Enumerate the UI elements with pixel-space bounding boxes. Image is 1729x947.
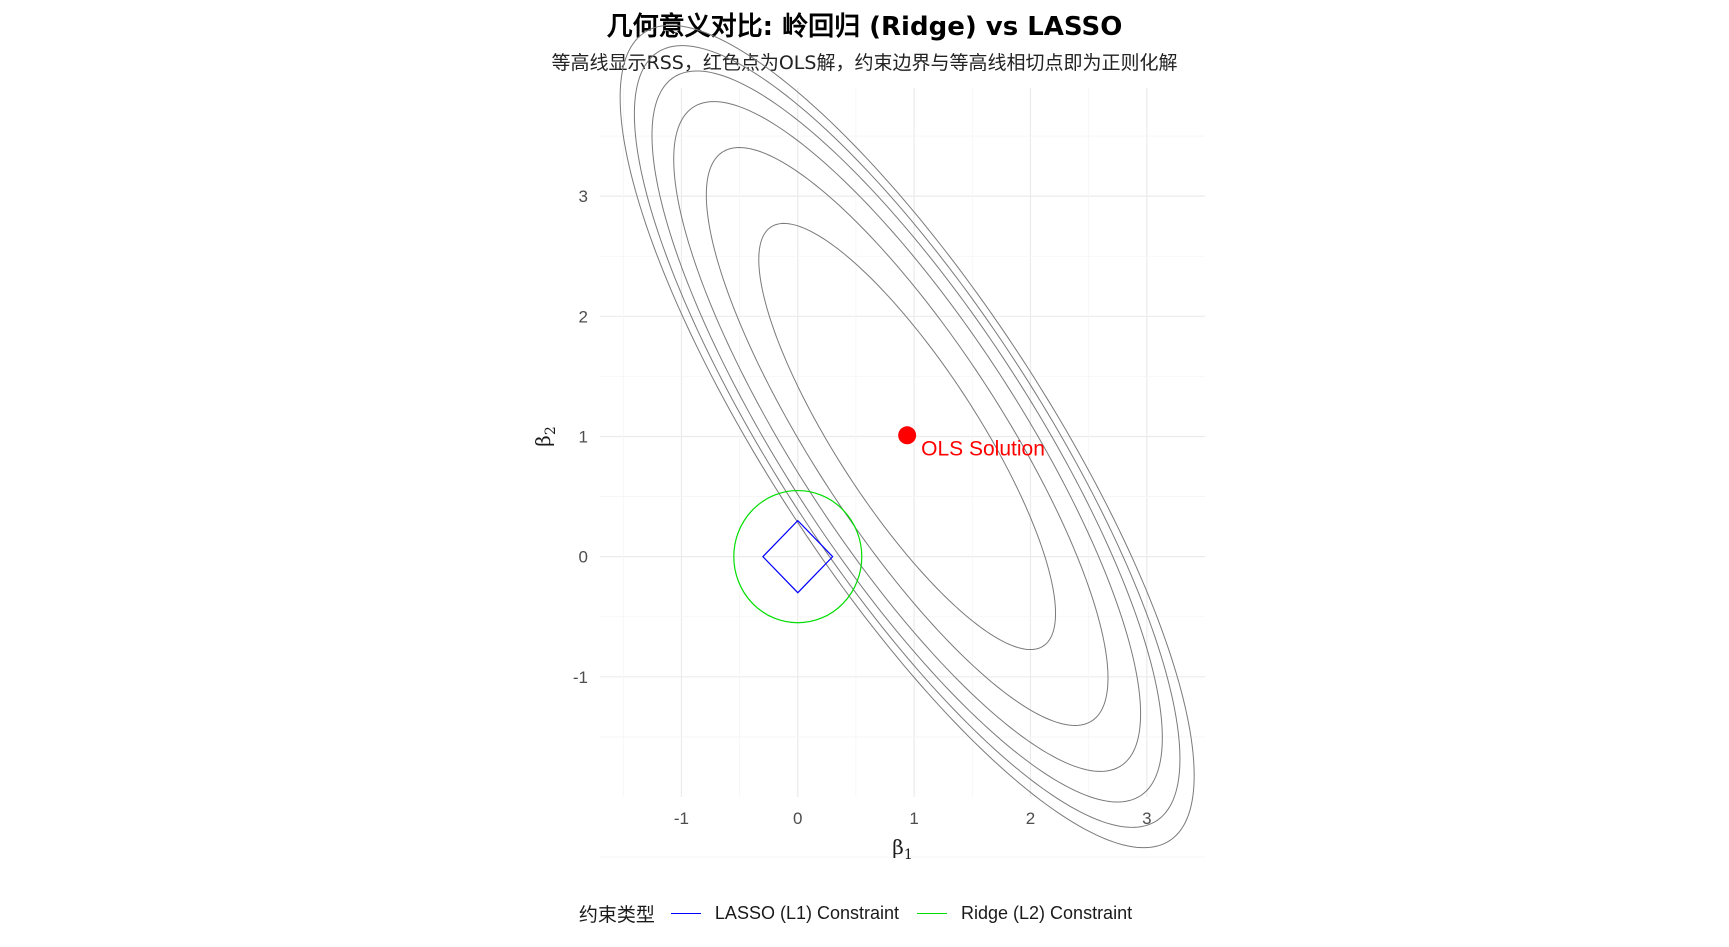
x-tick-label: 1	[909, 809, 918, 828]
y-tick-label: 2	[579, 307, 588, 326]
y-tick-label: 3	[579, 187, 588, 206]
axis-ticks: -1 0 1 2 3 -1 0 1 2 3	[573, 187, 1152, 828]
legend-label-ridge: Ridge (L2) Constraint	[961, 903, 1133, 923]
contour-line-6	[619, 24, 1195, 849]
chart-title: 几何意义对比: 岭回归 (Ridge) vs LASSO	[606, 12, 1123, 42]
grid-lines	[600, 88, 1205, 858]
contour-line-2	[705, 147, 1109, 726]
y-tick-label: 1	[579, 427, 588, 446]
legend-label-lasso: LASSO (L1) Constraint	[714, 903, 899, 923]
legend-title: 约束类型	[578, 904, 655, 926]
ols-point-group: OLS Solution	[898, 426, 1045, 460]
y-tick-label: -1	[573, 668, 588, 687]
constraint-regions	[733, 489, 863, 624]
legend: 约束类型 LASSO (L1) Constraint Ridge (L2) Co…	[0, 900, 1729, 927]
x-tick-label: 2	[1026, 809, 1035, 828]
x-tick-label: 0	[793, 809, 802, 828]
x-tick-label: 3	[1142, 809, 1151, 828]
legend-item-ridge: Ridge (L2) Constraint	[917, 903, 1132, 924]
ols-label: OLS Solution	[921, 437, 1045, 460]
rss-contours	[619, 24, 1195, 849]
legend-key-lasso	[670, 913, 701, 914]
legend-key-ridge	[917, 913, 947, 914]
contour-line-3	[673, 101, 1142, 772]
y-tick-label: 0	[579, 548, 588, 567]
x-axis-label: β1	[892, 835, 912, 863]
contour-line-5	[633, 45, 1181, 828]
lasso-constraint-diamond	[762, 519, 834, 594]
legend-item-lasso: LASSO (L1) Constraint	[670, 903, 899, 924]
contour-plot: OLS Solution -1 0 1 2 3 -1 0 1 2 3 β1 β2	[531, 24, 1205, 863]
y-axis-label: β2	[531, 426, 559, 446]
contour-line-4	[651, 70, 1163, 803]
x-tick-label: -1	[674, 809, 689, 828]
axis-labels: β1 β2	[531, 426, 913, 863]
contour-line-1	[758, 222, 1057, 651]
ols-point	[898, 426, 917, 445]
chart-subtitle: 等高线显示RSS，红色点为OLS解，约束边界与等高线相切点即为正则化解	[551, 52, 1178, 74]
ridge-constraint-circle	[733, 489, 863, 624]
